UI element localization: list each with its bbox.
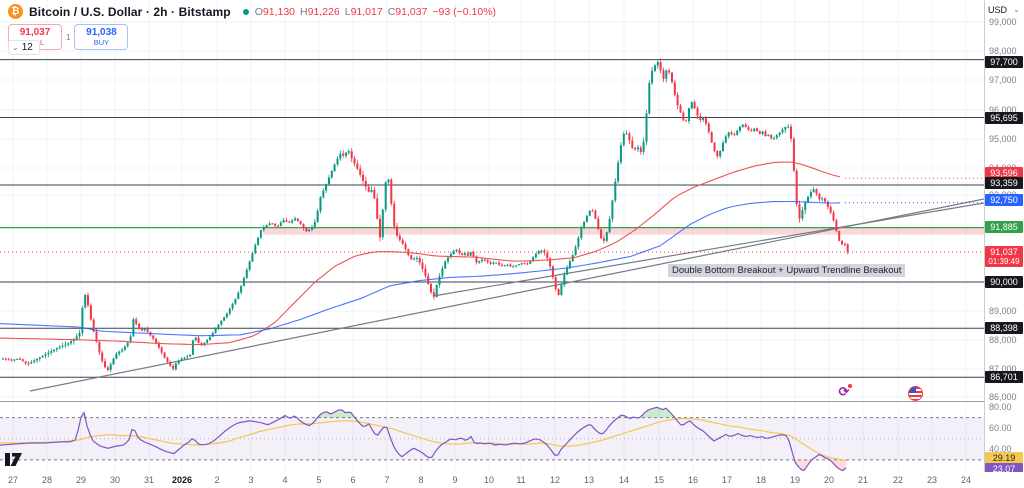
interval-chip[interactable]: ⌄ 12: [8, 40, 40, 55]
buy-button[interactable]: 91,038 BUY: [74, 24, 129, 50]
tradingview-logo[interactable]: [5, 452, 27, 467]
price-tick-label: 99,000: [989, 17, 1017, 27]
currency-label: USD: [988, 4, 1008, 15]
price-axis-border: [984, 0, 985, 472]
rsi-value-badge: 29.19: [985, 452, 1023, 464]
low-value: 91,017: [350, 5, 383, 18]
price-level-badge: 88,398: [985, 322, 1023, 334]
price-level-badge: 91,885: [985, 221, 1023, 233]
refresh-glyph: ⟳: [838, 384, 850, 399]
time-tick-label: 2: [214, 475, 220, 485]
time-tick-label: 11: [516, 475, 526, 485]
time-tick-label: 4: [282, 475, 288, 485]
time-tick-label: 6: [350, 475, 356, 485]
time-tick-label: 3: [248, 475, 254, 485]
price-tick-label: 87,000: [989, 364, 1017, 374]
price-level-badge: 92,750: [985, 194, 1023, 206]
time-tick-label: 18: [755, 475, 767, 485]
spread-value: 1: [66, 32, 71, 42]
price-level-badge: 90,000: [985, 276, 1023, 288]
time-tick-label: 17: [721, 475, 733, 485]
price-level-badge: 93,359: [985, 177, 1023, 189]
time-tick-label: 19: [789, 475, 801, 485]
pattern-annotation-label[interactable]: Double Bottom Breakout + Upward Trendlin…: [668, 264, 906, 277]
price-tick-label: 95,000: [989, 134, 1017, 144]
open-value: 91,130: [262, 5, 296, 18]
time-tick-label: 16: [687, 475, 699, 485]
time-tick-label: 22: [892, 475, 904, 485]
rsi-indicator-pane[interactable]: [0, 401, 984, 472]
high-value: 91,226: [307, 5, 340, 18]
time-tick-label: 27: [7, 475, 19, 485]
chevron-down-icon: ⌄: [1013, 5, 1020, 14]
close-label: C: [387, 5, 396, 18]
notification-dot-icon: [848, 384, 852, 388]
price-level-badge: 86,701: [985, 371, 1023, 383]
open-label: O: [254, 5, 263, 18]
high-label: H: [300, 5, 308, 18]
time-tick-label: 28: [41, 475, 53, 485]
price-level-badge: 95,695: [985, 112, 1023, 124]
change-value: −93 (−0.10%): [432, 5, 497, 18]
chevron-down-icon: ⌄: [12, 43, 19, 52]
time-tick-label: 10: [483, 475, 495, 485]
close-value: 91,037: [395, 5, 428, 18]
price-tick-label: 97,000: [989, 75, 1017, 85]
us-flag-event-icon[interactable]: [908, 386, 923, 401]
time-tick-label: 29: [75, 475, 87, 485]
time-scale[interactable]: 27 28 29 30 31 2026 2 3 4 5 6 7 8 9 10 11 12 13 14 15 16 17 18…: [0, 472, 1024, 488]
pane-divider[interactable]: [0, 401, 1024, 402]
time-tick-label: 13: [583, 475, 595, 485]
sell-price: 91,037: [19, 27, 51, 38]
price-tick-label: 89,000: [989, 306, 1017, 316]
market-open-dot-icon: [242, 8, 249, 15]
symbol-header: ₿ Bitcoin / U.S. Dollar · 2h · Bitstamp …: [8, 4, 496, 19]
rsi-tick-label: 80.00: [989, 402, 1012, 412]
interval-chip-value: 12: [21, 42, 33, 53]
time-tick-label: 15: [653, 475, 665, 485]
time-tick-label: 8: [418, 475, 424, 485]
time-tick-label: 2026: [171, 475, 193, 485]
bitcoin-icon: ₿: [8, 4, 23, 19]
price-tick-label: 88,000: [989, 335, 1017, 345]
price-tick-label: 98,000: [989, 46, 1017, 56]
low-label: L: [344, 5, 351, 18]
rsi-tick-label: 60.00: [989, 423, 1012, 433]
auto-refresh-icon[interactable]: ⟳: [836, 384, 852, 400]
time-tick-label: 30: [109, 475, 121, 485]
time-tick-label: 9: [452, 475, 458, 485]
time-tick-label: 23: [926, 475, 938, 485]
buy-label: BUY: [93, 38, 110, 47]
last-price-badge: 91,037 01:39:49: [985, 246, 1023, 267]
time-tick-label: 24: [960, 475, 972, 485]
rsi-tick-label: 40.00: [989, 444, 1012, 454]
currency-selector[interactable]: USD ⌄: [985, 2, 1023, 17]
price-tick-label: 96,000: [989, 105, 1017, 115]
price-level-badge: 93,596: [985, 167, 1023, 179]
ohlc-values: O91,130 H91,226 L91,017 C91,037 −93 (−0.…: [255, 6, 496, 18]
symbol-title[interactable]: Bitcoin / U.S. Dollar · 2h · Bitstamp: [29, 4, 231, 19]
trade-buttons: 91,037 SELL 1 91,038 BUY: [8, 24, 129, 50]
time-tick-label: 7: [384, 475, 390, 485]
time-tick-label: 5: [316, 475, 322, 485]
price-chart-pane[interactable]: [0, 0, 985, 401]
time-tick-label: 21: [857, 475, 869, 485]
time-tick-label: 20: [823, 475, 835, 485]
countdown-timer: 01:39:49: [988, 257, 1020, 266]
price-tick-label: 86,000: [989, 392, 1017, 402]
price-level-badge: 97,700: [985, 56, 1023, 68]
time-tick-label: 12: [549, 475, 561, 485]
time-tick-label: 31: [143, 475, 155, 485]
time-tick-label: 14: [618, 475, 630, 485]
buy-price: 91,038: [86, 27, 117, 38]
price-scale[interactable]: 99,00098,00097,00096,00095,00094,00093,0…: [985, 0, 1024, 475]
